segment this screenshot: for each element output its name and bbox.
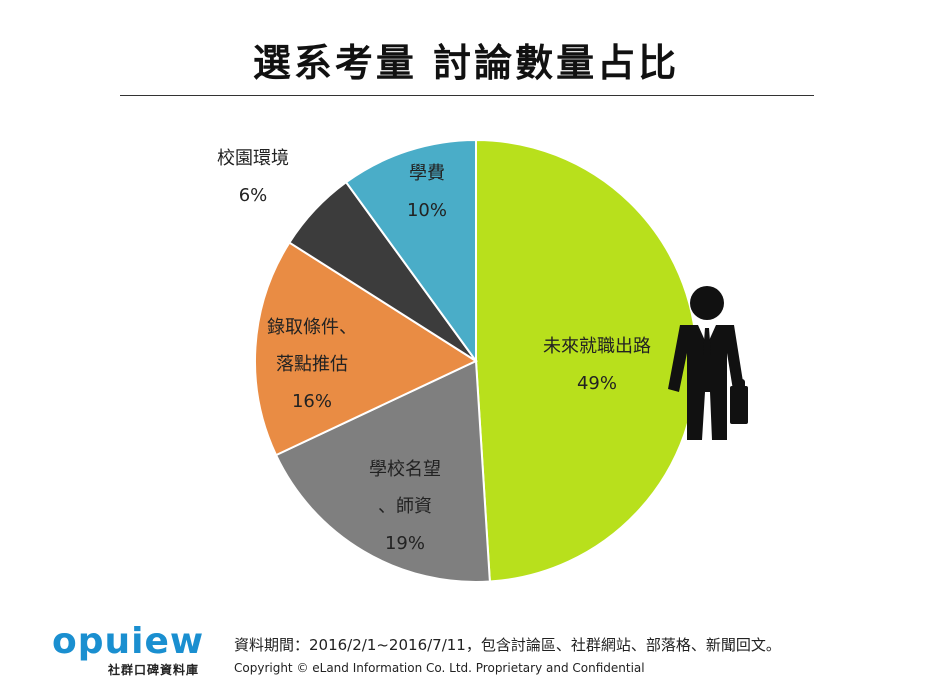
slice-label-4-line-1: 校園環境 [217, 148, 289, 169]
slice-label-3-line-1: 錄取條件、 [267, 317, 357, 338]
data-source-note: 資料期間：2016/2/1~2016/7/11，包含討論區、社群網站、部落格、新… [234, 636, 781, 654]
footer: opuiew 社群口碑資料庫 資料期間：2016/2/1~2016/7/11，包… [52, 622, 922, 684]
chart-title: 選系考量 討論數量占比 [252, 41, 680, 85]
pie-slice-2 [274, 359, 491, 583]
slice-label-5-line-1: 學費 [409, 163, 445, 184]
slice-label-2-line-3: 19% [385, 533, 425, 554]
opview-logo: opuiew 社群口碑資料庫 [52, 622, 222, 684]
slice-label-3-line-2: 落點推估 [276, 354, 348, 375]
pie-slice-1 [475, 138, 698, 583]
slice-label-4-line-2: 6% [239, 185, 268, 206]
copyright-note: Copyright © eLand Information Co. Ltd. P… [234, 661, 645, 675]
slice-label-5-line-2: 10% [407, 200, 447, 221]
pie-slice-3 [254, 241, 479, 457]
logo-wordmark: opuiew [52, 621, 205, 662]
slice-label-1-line-1: 未來就職出路 [543, 336, 651, 357]
logo-subtitle: 社群口碑資料庫 [108, 663, 200, 677]
slice-label-1-line-2: 49% [577, 373, 617, 394]
slice-label-2-line-2: 、師資 [378, 496, 432, 517]
pie-slice-5 [344, 138, 477, 365]
slice-label-2-line-1: 學校名望 [369, 459, 441, 480]
title-divider [120, 95, 814, 96]
businessman-with-briefcase-icon [668, 286, 748, 440]
slice-label-3-line-3: 16% [292, 391, 332, 412]
